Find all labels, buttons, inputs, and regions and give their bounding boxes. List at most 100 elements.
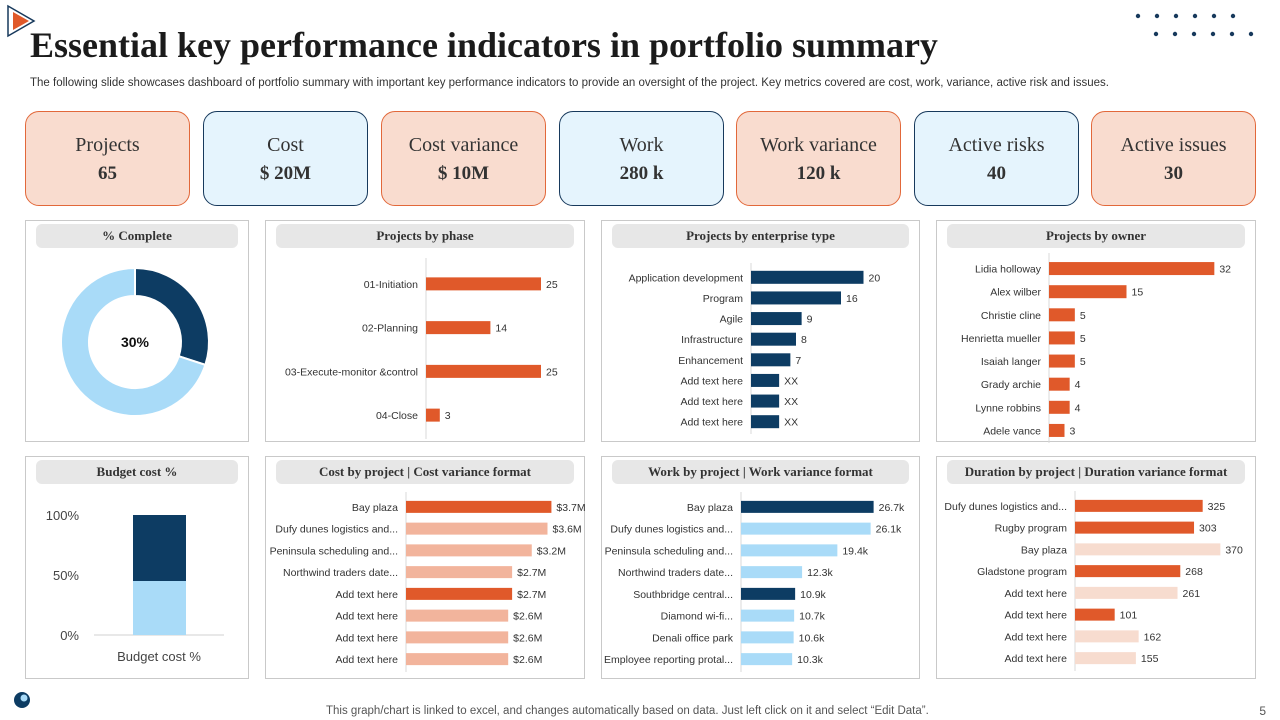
category-label: Lidia holloway: [975, 264, 1042, 276]
bar: [406, 631, 509, 644]
bar: [751, 415, 780, 429]
data-label: $2.7M: [517, 589, 546, 601]
bar: [751, 312, 802, 326]
decorative-dots: [1135, 13, 1254, 37]
bar: [1075, 652, 1136, 665]
category-label: Peninsula scheduling and...: [270, 545, 398, 557]
donut-center-label: 30%: [121, 334, 150, 350]
panel-title: Work by project | Work variance format: [612, 460, 909, 484]
data-label: $3.2M: [537, 545, 566, 557]
data-label: 20: [869, 272, 881, 284]
bar: [426, 277, 541, 291]
category-label: Christie cline: [981, 310, 1041, 322]
bar: [1075, 521, 1195, 534]
data-label: XX: [784, 375, 798, 387]
category-label: Bay plaza: [352, 502, 398, 514]
panel-work-by-project: Bay plaza 26.7k Dufy dunes logistics and..…: [601, 456, 920, 679]
y-tick-label: 100%: [46, 508, 80, 523]
data-label: 10.3k: [797, 654, 823, 666]
bar: [751, 373, 780, 387]
category-label: Add text here: [1005, 588, 1068, 600]
category-label: Add text here: [336, 654, 399, 666]
category-label: Infrastructure: [681, 334, 743, 346]
decor-dot: [1191, 31, 1197, 37]
bar: [1049, 308, 1075, 322]
data-label: 15: [1132, 287, 1144, 299]
y-tick-label: 0%: [60, 628, 79, 643]
bar: [426, 321, 491, 335]
data-label: $2.6M: [513, 611, 542, 623]
decor-dot: [1211, 13, 1217, 19]
panel-budget-cost: 100% 50% 0% Budget cost % Budget cost %: [25, 456, 249, 679]
bar: [406, 653, 509, 666]
data-label: 3: [445, 410, 451, 422]
data-label: 12.3k: [807, 567, 833, 579]
category-label: Henrietta mueller: [961, 333, 1041, 345]
category-label: Dufy dunes logistics and...: [944, 501, 1067, 513]
bar: [751, 332, 796, 346]
projects-by-phase-bar-chart: 01-Initiation 25 02-Planning 14 03-Execute-m…: [285, 258, 558, 439]
data-label: 10.9k: [800, 589, 826, 601]
decor-dot: [1192, 13, 1198, 19]
bar: [1049, 354, 1075, 368]
bar: [1049, 423, 1065, 437]
data-label: 26.7k: [879, 502, 905, 514]
category-label: Add text here: [681, 396, 744, 408]
panel-projects-by-owner: Lidia holloway 32 Alex wilber 15 Christie cl…: [936, 220, 1256, 443]
kpi-card-projects: Projects 65: [25, 111, 190, 206]
bar: [751, 291, 841, 305]
category-label: Agile: [720, 314, 744, 326]
category-label: Bay plaza: [1021, 544, 1067, 556]
category-label: Add text here: [336, 589, 399, 601]
category-label: Program: [703, 293, 744, 305]
bar: [406, 566, 513, 579]
page-subtitle: The following slide showcases dashboard …: [30, 77, 1109, 89]
x-category-label: Budget cost %: [117, 649, 201, 664]
stacked-segment: [133, 515, 186, 581]
data-label: 10.7k: [799, 611, 825, 623]
category-label: Isaiah langer: [981, 356, 1042, 368]
category-label: Grady archie: [981, 379, 1041, 391]
panel-title: Projects by phase: [276, 224, 574, 248]
category-label: Adele vance: [983, 425, 1041, 437]
bar: [406, 500, 552, 513]
bar: [751, 353, 791, 367]
data-label: 4: [1075, 379, 1081, 391]
category-label: Diamond wi-fi...: [661, 611, 733, 623]
bar: [406, 544, 532, 557]
category-label: Northwind traders date...: [283, 567, 398, 579]
data-label: 325: [1208, 501, 1226, 513]
kpi-label: Cost variance: [408, 134, 519, 156]
data-label: 26.1k: [876, 524, 902, 536]
category-label: Add text here: [1005, 631, 1068, 643]
bar: [426, 364, 541, 378]
panel-projects-by-enterprise-type: Application development 20 Program 16 Agile 9…: [601, 220, 920, 442]
kpi-card-work-variance: Work variance 120 k: [736, 111, 901, 206]
kpi-card-work: Work 280 k: [559, 111, 724, 206]
category-label: Employee reporting protal...: [604, 654, 733, 666]
decor-dot: [1210, 31, 1216, 37]
data-label: 14: [495, 323, 507, 335]
category-label: Add text here: [1005, 653, 1068, 665]
kpi-label: Active issues: [1120, 134, 1227, 156]
data-label: $2.7M: [517, 567, 546, 579]
data-label: 4: [1075, 402, 1081, 414]
category-label: Peninsula scheduling and...: [605, 545, 733, 557]
bar: [1049, 400, 1070, 414]
data-label: 155: [1141, 653, 1159, 665]
category-label: Denali office park: [652, 632, 734, 644]
y-tick-label: 50%: [53, 568, 79, 583]
panel-title: % Complete: [36, 224, 238, 248]
data-label: $3.7M: [556, 502, 585, 514]
category-label: 04-Close: [376, 410, 418, 422]
panel-projects-by-phase: 01-Initiation 25 02-Planning 14 03-Execute-m…: [265, 220, 585, 442]
kpi-value: 30: [1164, 163, 1183, 184]
panel-title: Duration by project | Duration variance …: [947, 460, 1245, 484]
budget-cost-stacked-bar-chart: 100% 50% 0% Budget cost %: [46, 508, 224, 664]
kpi-label: Work variance: [760, 134, 877, 156]
category-label: Dufy dunes logistics and...: [610, 524, 733, 536]
footer-note: This graph/chart is linked to excel, and…: [326, 705, 929, 717]
category-label: Alex wilber: [990, 287, 1041, 299]
data-label: 5: [1080, 333, 1086, 345]
data-label: $2.6M: [513, 632, 542, 644]
